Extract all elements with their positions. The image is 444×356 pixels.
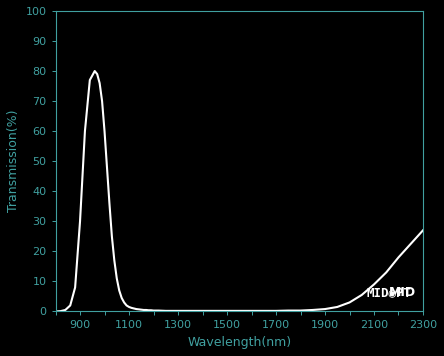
Text: MID: MID: [388, 287, 416, 299]
Y-axis label: Transmission(%): Transmission(%): [7, 110, 20, 213]
Text: MID◉PT: MID◉PT: [367, 287, 412, 299]
X-axis label: Wavelength(nm): Wavelength(nm): [187, 336, 291, 349]
